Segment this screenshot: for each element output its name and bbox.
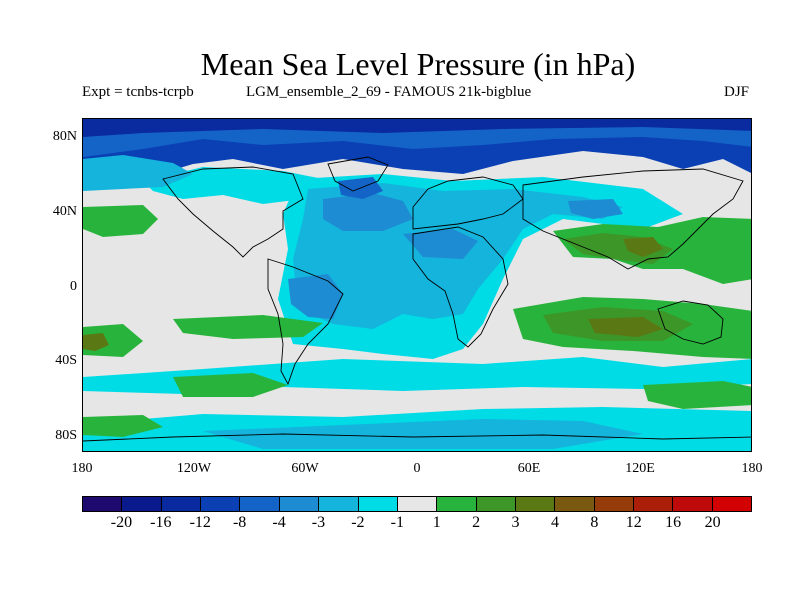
experiment-label: Expt = tcnbs-tcrpb [82,84,194,100]
colorbar-label: -1 [390,514,404,531]
atlantic-deep-low [323,193,413,231]
lat-label-80s: 80S [55,428,77,443]
colorbar-box [397,497,438,511]
colorbar-box [673,497,713,511]
colorbar-label: -2 [351,514,365,531]
colorbar-label: -16 [150,514,172,531]
colorbar-box [201,497,241,511]
colorbar-box [594,497,635,511]
lon-label-180e: 180 [741,461,763,476]
colorbar-box [555,497,595,511]
colorbar-box [634,497,674,511]
antarctica-coast [83,433,751,442]
lon-label-180w: 180 [71,461,93,476]
chart-title: Mean Sea Level Pressure (in hPa) [200,46,636,82]
asia-coast [522,168,744,270]
colorbar-label: 12 [625,514,642,531]
pacific-north-high [83,205,158,237]
colorbar-label: 16 [665,514,682,531]
colorbar-box [712,497,752,511]
colorbar-box [279,497,320,511]
colorbar-box [161,497,202,511]
colorbar-box [83,497,123,511]
antarctic-high-west [83,415,163,437]
colorbar [82,496,752,512]
africa-coast [412,226,509,348]
colorbar-label: 1 [432,514,441,531]
coastlines [83,156,751,442]
lon-label-120e: 120E [625,461,655,476]
antarctic-mid [203,419,643,449]
north-america-coast [162,166,304,258]
colorbar-label: -20 [110,514,133,531]
arctic-pole-region [83,119,751,137]
lon-label-0: 0 [413,461,421,476]
colorbar-label: 3 [511,514,520,531]
europe-coast [412,176,524,230]
map-panel [82,118,752,452]
colorbar-label: 8 [590,514,599,531]
colorbar-box [122,497,162,511]
season-label: DJF [724,84,750,100]
colorbar-box [437,497,477,511]
lon-label-60w: 60W [291,461,319,476]
lon-label-60e: 60E [517,461,541,476]
east-pacific-high [173,315,323,339]
colorbar-label: 20 [704,514,721,531]
far-east-high [723,317,751,359]
lat-label-40n: 40N [52,204,77,219]
colorbar-box [319,497,359,511]
ensemble-label: LGM_ensemble_2_69 - FAMOUS 21k-bigblue [246,84,532,100]
lon-label-120w: 120W [176,461,212,476]
colorbar-label: 2 [472,514,481,531]
asia-low [568,199,623,219]
indian-ocean-high-core [588,317,663,337]
colorbar-label: -4 [272,514,286,531]
southern-high-west [173,373,288,397]
australia-coast [657,300,724,345]
east-asia-high-core [623,237,663,257]
colorbar-label: 4 [550,514,559,531]
colorbar-box [358,497,398,511]
north-africa-low [403,229,478,259]
lat-label-80n: 80N [52,129,77,144]
lat-label-40s: 40S [55,353,77,368]
south-pacific-high-core [83,333,109,351]
colorbar-label: -3 [311,514,326,531]
southern-high-east [643,381,751,409]
north-pacific-low [143,167,323,204]
lat-label-0: 0 [70,279,77,294]
colorbar-label: -12 [189,514,211,531]
colorbar-label: -8 [232,514,247,531]
colorbar-box [515,497,556,511]
south-america-low [288,274,343,319]
colorbar-box [476,497,516,511]
greenland-coast [327,156,389,192]
pressure-anomaly-map [83,119,751,451]
south-america-coast [267,258,344,386]
colorbar-box [240,497,280,511]
